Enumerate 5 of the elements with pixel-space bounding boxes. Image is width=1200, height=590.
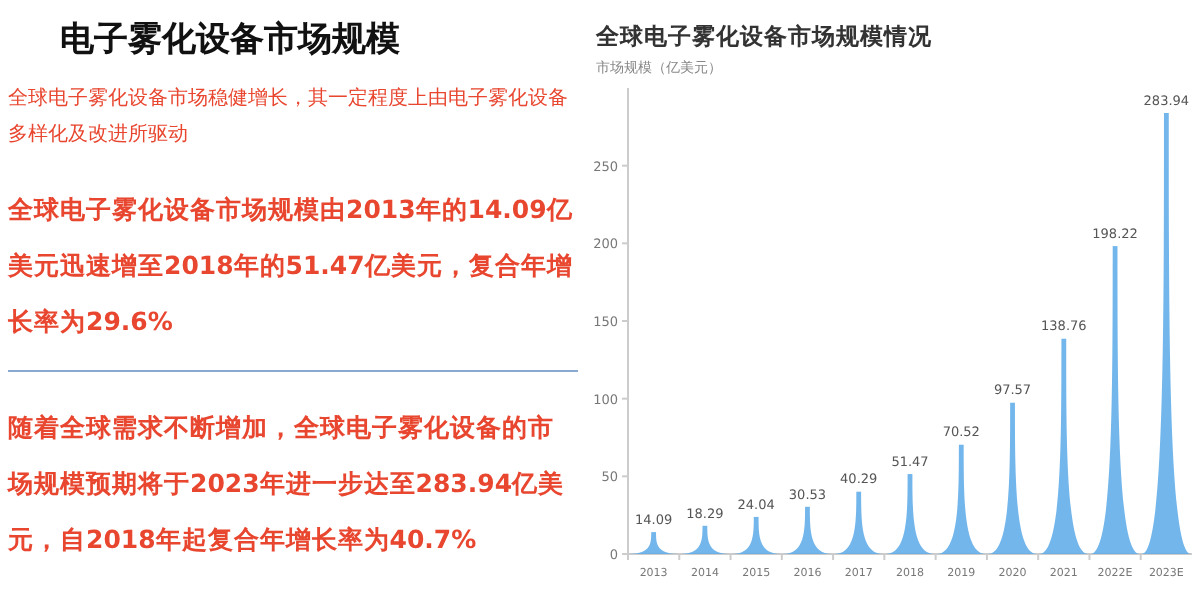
text: 电子雾化设备市场规模 xyxy=(60,18,402,62)
text: 全球电子雾化设备市场规模由2013年的14.09亿美元迅速增至2018年的51.47亿美元，复合年增长率为29.6% xyxy=(8,182,578,372)
text: 随着全球需求不断增加，全球电子雾化设备的市场规模预期将于2023年进一步达至283.94亿美元，自2018年起复合年增长率为40.7% xyxy=(8,410,567,558)
chart-title: 全球电子雾化设备市场规模情况 xyxy=(594,22,934,50)
text: 全球电子雾化设备市场稳健增长，其一定程度上由电子雾化设备多样化及改进所驱动 xyxy=(8,85,570,150)
